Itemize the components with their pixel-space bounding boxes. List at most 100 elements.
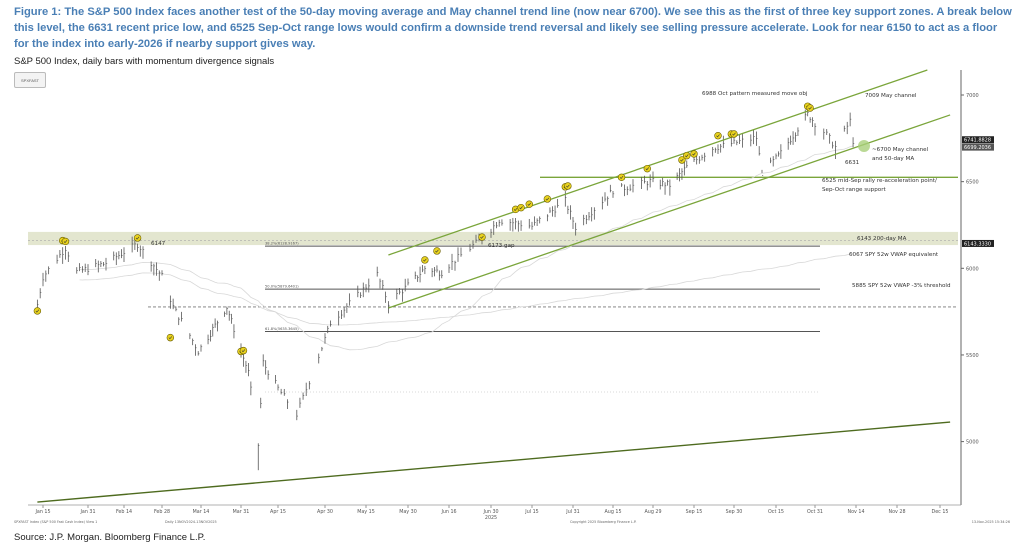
last-price-box: [962, 239, 994, 247]
x-tick-label: Apr 15: [270, 509, 286, 515]
x-tick-label: Aug 29: [645, 509, 662, 515]
x-tick-label: Dec 15: [932, 509, 949, 515]
momentum-signal-icon: [478, 233, 486, 241]
x-tick-label: Feb 14: [116, 509, 132, 515]
annotation-6525_2: Sep-Oct range support: [822, 187, 886, 193]
legend-button[interactable]: SPXFAST: [14, 72, 46, 88]
ma200-band: [28, 231, 958, 246]
check-icon: [480, 235, 484, 239]
annotation-6173: 6173 gap: [488, 243, 515, 249]
annotation-6631: 6631: [845, 160, 860, 166]
x-tick-label: Jul 15: [524, 509, 538, 515]
check-icon: [168, 336, 173, 340]
last-price-label: 6699.2036: [964, 145, 991, 151]
figure-caption: Figure 1: The S&P 500 Index faces anothe…: [14, 6, 1012, 50]
x-tick-label: Oct 31: [807, 509, 823, 515]
momentum-signal-icon: [617, 173, 626, 182]
x-tick-label: Jun 16: [440, 509, 456, 515]
last-price-box: [962, 143, 994, 151]
x-tick-label: Apr 30: [317, 509, 333, 515]
annotation-6700_1: ~6700 May channel: [872, 147, 929, 153]
support-highlight-circle: [858, 140, 870, 152]
may-channel-upper-line: [388, 69, 928, 256]
check-icon: [513, 207, 518, 212]
fib-label: 61.8%(5635.3645): [265, 327, 299, 331]
x-tick-label: Mar 14: [193, 509, 210, 515]
momentum-signal-icon: [683, 151, 691, 160]
momentum-signal-icon: [421, 256, 429, 264]
momentum-signal-icon: [678, 156, 686, 164]
check-icon: [685, 154, 689, 158]
x-tick-label: Jun 30: [482, 509, 498, 515]
x-tick-label: Nov 28: [889, 509, 906, 515]
check-icon: [808, 106, 812, 110]
y-tick-label: 5500: [966, 353, 979, 359]
momentum-signal-icon: [61, 237, 70, 246]
footer-text: Copyright 2025 Bloomberg Finance L.P.: [570, 520, 636, 524]
x-tick-label: Nov 14: [848, 509, 865, 515]
check-icon: [135, 236, 140, 240]
may-channel-lower-line: [388, 114, 951, 309]
check-icon: [566, 184, 570, 188]
check-icon: [732, 132, 736, 136]
momentum-signal-icon: [166, 333, 175, 342]
check-icon: [645, 167, 650, 171]
x-tick-label: Sep 15: [686, 509, 703, 515]
source-note: Source: J.P. Morgan. Bloomberg Finance L…: [14, 532, 206, 543]
x-tick-label: Mar 31: [233, 509, 250, 515]
annotation-6525_1: 6525 mid-Sep rally re-acceleration point…: [822, 178, 937, 184]
x-tick-label: Jan 15: [34, 509, 50, 515]
last-price-box: [962, 136, 994, 144]
annotation-5885: 5885 SPY 52w VWAP -3% threshold: [852, 283, 951, 289]
ma200-line: [79, 253, 854, 326]
momentum-signal-icon: [730, 130, 738, 138]
x-axis-year: 2025: [485, 515, 497, 521]
momentum-signal-icon: [543, 195, 552, 203]
check-icon: [519, 206, 523, 210]
annotation-6147: 6147: [151, 241, 166, 247]
check-icon: [35, 309, 40, 313]
momentum-signal-icon: [806, 104, 814, 112]
ma50-line: [79, 145, 854, 351]
momentum-signal-icon: [714, 132, 722, 140]
x-tick-label: Jan 31: [79, 509, 95, 515]
check-icon: [63, 240, 68, 244]
last-price-label: 6143.3330: [964, 241, 991, 247]
check-icon: [692, 152, 696, 156]
momentum-signal-icon: [133, 234, 142, 242]
y-tick-label: 6500: [966, 180, 979, 186]
momentum-signal-icon: [517, 203, 525, 212]
x-tick-label: May 30: [399, 509, 417, 515]
x-tick-label: Aug 15: [605, 509, 622, 515]
footer-text: Daily 13NOV2024-13NOV2025: [165, 520, 217, 524]
x-tick-label: Sep 30: [726, 509, 743, 515]
momentum-signal-icon: [33, 307, 42, 315]
fib-label: 38.2%(6128.9167): [265, 242, 299, 246]
check-icon: [527, 202, 531, 206]
check-icon: [545, 197, 550, 201]
check-icon: [680, 158, 684, 162]
momentum-signal-icon: [643, 164, 651, 173]
check-icon: [435, 249, 439, 253]
last-price-label: 6741.8828: [964, 138, 991, 144]
x-tick-label: Jul 31: [565, 509, 579, 515]
long-term-trend-line: [37, 421, 951, 503]
check-icon: [619, 175, 624, 179]
check-icon: [716, 134, 720, 138]
y-tick-label: 5000: [966, 440, 979, 446]
momentum-signal-icon: [564, 182, 572, 190]
chart-subtitle: S&P 500 Index, daily bars with momentum …: [14, 56, 275, 67]
momentum-signal-icon: [525, 200, 533, 208]
momentum-signal-icon: [690, 150, 698, 158]
fib-label: 50.0%(5879.6401): [265, 285, 299, 289]
momentum-signal-icon: [433, 247, 441, 255]
x-tick-label: May 15: [357, 509, 375, 515]
footer-text: 13-Nov-2025 15:34:26: [972, 520, 1010, 524]
check-icon: [423, 258, 427, 262]
x-tick-label: Feb 28: [154, 509, 170, 515]
annotation-7009: 7009 May channel: [865, 93, 917, 99]
footer-text: SPXFAST Index (S&P 500 Fast Cash Index) …: [14, 520, 97, 524]
x-tick-label: Oct 15: [768, 509, 784, 515]
annotation-6143: 6143 200-day MA: [857, 236, 907, 242]
